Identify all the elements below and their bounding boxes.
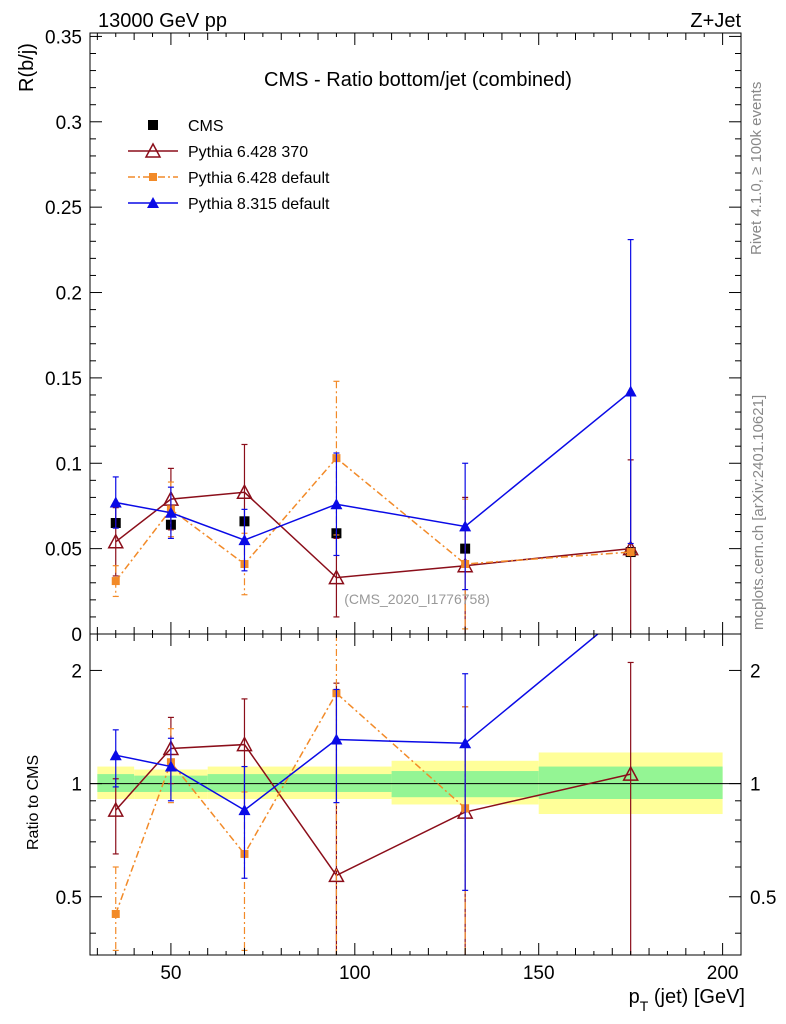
legend-label: Pythia 6.428 370 [188, 144, 308, 161]
marker-triangle-open [328, 866, 345, 883]
ratio-line [115, 634, 600, 812]
y-tick-label: 0.2 [56, 284, 82, 305]
marker-triangle [624, 385, 637, 397]
y-tick-label: 0 [71, 625, 82, 646]
y-tick-label: 0.25 [45, 198, 82, 219]
marker-triangle [147, 197, 159, 208]
y-tick-label: 0.35 [45, 27, 82, 48]
marker-triangle [330, 733, 343, 745]
ratio-y-tick-label-right: 2 [750, 661, 761, 682]
y-tick-label: 0.15 [45, 369, 82, 390]
legend-entry: Pythia 6.428 default [128, 170, 330, 187]
ratio-y-tick-label: 0.5 [56, 888, 82, 909]
legend-entry: Pythia 8.315 default [128, 196, 330, 213]
legend-label: Pythia 6.428 default [188, 170, 330, 187]
marker-triangle-open [144, 142, 162, 158]
x-tick-label: 100 [339, 963, 371, 984]
ratio-line [115, 743, 631, 877]
marker-square [148, 120, 158, 130]
ratio-frame [89, 633, 742, 956]
y-tick-label: 0.3 [56, 113, 82, 134]
series-pythia-6-428-370 [107, 443, 639, 634]
ratio-y-tick-label: 2 [71, 661, 82, 682]
watermark: (CMS_2020_I1776758) [344, 591, 490, 607]
marker-triangle [238, 534, 251, 546]
marker-triangle-open [622, 765, 639, 781]
chart-title: CMS - Ratio bottom/jet (combined) [264, 69, 572, 91]
header-left: 13000 GeV pp [98, 10, 227, 32]
marker-triangle-open [328, 569, 345, 585]
axes: 50 100 150 200 0 0.05 0.1 0.15 0.2 0.25 0.3 0.35 0.5… [45, 27, 776, 984]
marker-square [111, 909, 120, 918]
marker-triangle [164, 506, 177, 518]
y-axis-label-ratio: Ratio to CMS [25, 755, 42, 850]
marker-triangle [238, 804, 251, 816]
series-line [115, 457, 631, 582]
mcplots-label: mcplots.cern.ch [arXiv:2401.10621] [750, 395, 767, 630]
ratio-y-tick-label-right: 1 [750, 775, 761, 796]
ratio-line [115, 691, 466, 915]
series-line [115, 390, 632, 541]
ratio-series-pythia-8-315-default [109, 634, 600, 891]
marker-triangle [164, 760, 177, 772]
legend: CMS Pythia 6.428 370 Pythia 6.428 default P… [128, 118, 330, 213]
legend-entry: CMS [148, 118, 224, 135]
x-axis-label: pT (jet) [GeV] [629, 986, 745, 1014]
series-cms [110, 516, 636, 558]
marker-triangle [459, 737, 472, 749]
series-pythia-8-315-default [109, 238, 637, 591]
marker-triangle [330, 498, 343, 510]
ratio-y-tick-label-right: 0.5 [750, 888, 776, 909]
inner-band [207, 774, 392, 792]
rivet-label: Rivet 4.1.0, ≥ 100k events [748, 82, 765, 255]
marker-triangle [109, 749, 122, 761]
marker-triangle-open [236, 483, 253, 500]
x-tick-label: 200 [707, 963, 739, 984]
marker-square [149, 173, 157, 181]
legend-label: CMS [188, 118, 224, 135]
y-axis-label-top: R(b/j) [16, 43, 38, 92]
marker-square [626, 548, 635, 557]
main-plot-data [107, 238, 639, 634]
marker-triangle [109, 496, 122, 508]
marker-triangle [459, 520, 472, 532]
legend-entry: Pythia 6.428 370 [128, 142, 308, 161]
marker-square [111, 577, 120, 586]
ratio-y-tick-label: 1 [71, 775, 82, 796]
marker-triangle-open [107, 533, 125, 549]
y-tick-label: 0.05 [45, 540, 82, 561]
legend-label: Pythia 8.315 default [188, 196, 330, 213]
y-tick-label: 0.1 [56, 454, 82, 475]
ratio-plot-data [107, 634, 639, 955]
x-tick-label: 150 [523, 963, 555, 984]
header-right: Z+Jet [690, 10, 741, 32]
series-line [115, 491, 631, 579]
marker-triangle-open [107, 801, 125, 817]
marker-triangle-open [236, 735, 253, 752]
x-tick-label: 50 [160, 963, 181, 984]
